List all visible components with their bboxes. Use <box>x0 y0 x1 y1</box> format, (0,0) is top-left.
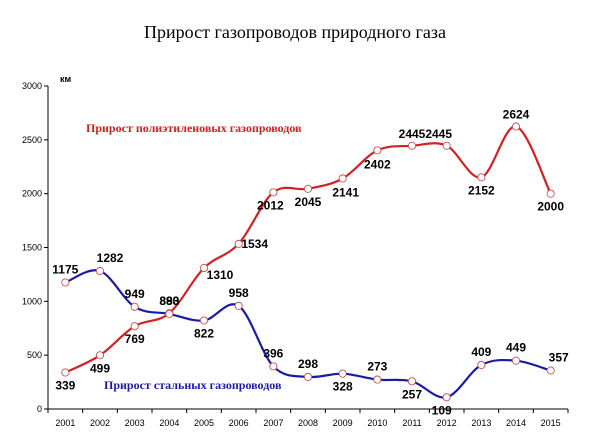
data-point <box>303 184 313 193</box>
data-label: 2624 <box>503 107 530 121</box>
x-tick-label: 2001 <box>55 418 75 428</box>
data-label: 958 <box>229 286 249 300</box>
data-label: 109 <box>432 403 452 417</box>
data-point <box>165 309 174 318</box>
data-label: 357 <box>549 351 569 365</box>
y-tick-label: 1500 <box>22 243 42 253</box>
data-label: 2012 <box>257 198 284 212</box>
data-point <box>199 316 209 325</box>
data-point <box>338 369 347 378</box>
data-point <box>511 356 521 365</box>
data-point <box>442 393 451 402</box>
data-point <box>234 239 243 248</box>
data-point <box>477 360 486 370</box>
data-point <box>61 278 70 287</box>
y-tick-label: 2000 <box>22 189 42 199</box>
data-label: 1282 <box>97 251 124 265</box>
x-tick-label: 2013 <box>471 418 491 428</box>
data-label: 1175 <box>52 262 78 276</box>
x-tick-label: 2004 <box>159 418 179 428</box>
data-label: 822 <box>194 326 214 340</box>
x-tick-label: 2015 <box>541 418 561 428</box>
data-point <box>95 351 105 360</box>
data-label: 499 <box>90 361 110 375</box>
x-tick-label: 2012 <box>437 418 457 428</box>
legends: Прирост полиэтиленовых газопроводов Приро… <box>86 121 302 392</box>
axes: 0 500 1000 1500 2000 2500 3000 2001 2002 2003 2004… <box>22 81 569 428</box>
data-label: 2045 <box>295 195 322 209</box>
data-label: 883 <box>159 294 179 308</box>
legend-entry: Прирост стальных газопроводов <box>104 378 282 392</box>
data-point <box>546 189 555 198</box>
legend-entry: Прирост полиэтиленовых газопроводов <box>86 121 302 135</box>
data-label: 890 <box>159 294 179 308</box>
data-point <box>407 141 417 150</box>
data-point <box>546 366 555 375</box>
data-label: 328 <box>333 380 353 394</box>
data-label: 257 <box>402 387 422 401</box>
data-label: 298 <box>298 357 318 371</box>
y-unit-label: км <box>60 74 72 84</box>
data-label: 769 <box>125 332 145 346</box>
data-label: 2141 <box>332 185 359 199</box>
data-labels: 339 499 769 890 1310 1534 2012 2045 2141 2402 2445… <box>52 107 569 417</box>
data-label: 449 <box>506 341 526 355</box>
data-point <box>511 122 521 131</box>
y-tick-label: 3000 <box>22 81 42 91</box>
x-tick-label: 2009 <box>333 418 353 428</box>
y-tick-label: 1000 <box>22 296 42 306</box>
y-tick-label: 2500 <box>22 135 42 145</box>
x-tick-label: 2007 <box>263 418 283 428</box>
data-point <box>130 302 139 311</box>
chart-title: Прирост газопроводов природного газа <box>144 22 446 42</box>
data-label: 409 <box>471 345 491 359</box>
data-point <box>234 301 243 310</box>
data-point <box>199 263 209 273</box>
data-point <box>61 368 70 377</box>
data-label: 273 <box>367 360 387 374</box>
data-point <box>373 375 382 384</box>
data-point <box>269 188 278 197</box>
x-tick-label: 2008 <box>298 418 318 428</box>
data-label: 2402 <box>364 157 391 171</box>
x-tick-label: 2010 <box>367 418 387 428</box>
y-tick-label: 0 <box>37 404 42 414</box>
data-label: 2000 <box>537 200 564 214</box>
data-point <box>373 146 382 155</box>
data-label: 2152 <box>468 183 495 197</box>
data-point <box>269 362 278 371</box>
y-tick-label: 500 <box>27 350 42 360</box>
data-label: 339 <box>55 379 75 393</box>
data-label: 396 <box>263 346 283 360</box>
x-tick-label: 2003 <box>125 418 145 428</box>
data-point <box>477 173 486 182</box>
data-point <box>303 372 313 381</box>
data-points <box>61 122 555 402</box>
data-point <box>442 141 451 150</box>
x-tick-label: 2006 <box>229 418 249 428</box>
x-tick-label: 2005 <box>194 418 214 428</box>
data-label: 1534 <box>241 237 268 251</box>
data-point <box>407 377 417 386</box>
x-tick-label: 2002 <box>90 418 110 428</box>
data-label: 949 <box>125 287 145 301</box>
data-label: 2445 <box>399 127 426 141</box>
data-label: 2445 <box>425 127 452 141</box>
data-label: 1310 <box>207 268 234 282</box>
x-tick-label: 2011 <box>402 418 421 428</box>
x-tick-label: 2014 <box>506 418 526 428</box>
data-point <box>338 174 347 183</box>
data-point <box>95 266 105 276</box>
data-point <box>130 322 139 331</box>
